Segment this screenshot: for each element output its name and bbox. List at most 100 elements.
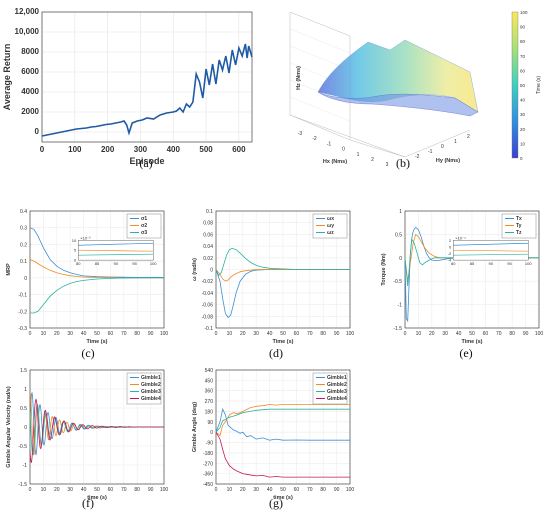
- xtick-e-4: 40: [456, 331, 462, 337]
- xtick-f-2: 20: [54, 487, 60, 493]
- ytick-g-7: 180: [205, 409, 214, 415]
- colorbar-tick-5: 50: [520, 83, 526, 88]
- ytick-a-3: 6000: [21, 67, 39, 76]
- ytick-g-2: -270: [203, 461, 213, 467]
- ytick-b-4: 2: [467, 134, 470, 140]
- xlabel-d: Time (s): [273, 339, 294, 345]
- inset-xtick-e-0: 80: [451, 261, 456, 266]
- ytick-e-2: -0.5: [393, 279, 402, 285]
- xtick-d-5: 50: [280, 331, 286, 337]
- ytick-a-2: 4000: [21, 87, 39, 96]
- inset-xtick-e-4: 100: [525, 261, 532, 266]
- xtick-b-6: 3: [386, 162, 389, 168]
- ylabel-c: MRP: [6, 263, 12, 276]
- ytick-a-0: 0: [35, 127, 40, 136]
- ytick-g-11: 540: [205, 368, 214, 374]
- series-line-g-3: [215, 431, 350, 478]
- xtick-g-4: 40: [267, 487, 273, 493]
- xtick-c-6: 60: [108, 331, 114, 337]
- xtick-d-3: 30: [253, 331, 259, 337]
- ytick-d-3: -0.04: [202, 291, 214, 297]
- ylabel-d: ω (rad/s): [192, 258, 198, 281]
- legend-label-f-1: Gimble2: [141, 382, 161, 388]
- ytick-d-9: 0.08: [203, 221, 213, 227]
- xtick-c-2: 20: [54, 331, 60, 337]
- xtick-e-8: 80: [509, 331, 515, 337]
- colorbar-tick-4: 40: [520, 98, 526, 103]
- ytick-a-5: 10,000: [15, 27, 40, 36]
- chart-a: 0 100 200 300 400 500 6000200040006000800010,0…: [2, 7, 253, 166]
- xtick-a-4: 400: [167, 145, 181, 154]
- inset-xtick-c-0: 80: [76, 261, 81, 266]
- wire-b-3: [289, 114, 406, 158]
- xtick-g-5: 50: [280, 487, 286, 493]
- colorbar-tick-6: 60: [520, 68, 526, 73]
- ytick-c-5: 0.2: [20, 242, 27, 248]
- ytick-g-1: -360: [203, 472, 213, 478]
- xtick-c-9: 90: [148, 331, 154, 337]
- xtick-g-0: 0: [215, 487, 218, 493]
- ytick-c-3: 0: [24, 276, 27, 282]
- ytick-d-1: -0.08: [202, 314, 214, 320]
- xtick-a-2: 200: [101, 145, 115, 154]
- legend-label-f-0: Gimble1: [141, 375, 161, 381]
- xtick-d-1: 10: [227, 331, 233, 337]
- legend-label-e-1: Ty: [516, 223, 522, 229]
- series-line-g-1: [215, 404, 350, 437]
- ylabel-a: Average Return: [2, 44, 12, 111]
- ytick-e-5: 1: [399, 209, 402, 215]
- inset-exponent-e: ×10⁻⁴: [455, 235, 466, 240]
- legend-label-d-1: ωy: [327, 223, 334, 229]
- caption-a: (a): [139, 156, 152, 170]
- xtick-e-9: 90: [523, 331, 529, 337]
- inset-xtick-c-2: 90: [114, 261, 119, 266]
- ylabel-g: Gimble Angle (deg): [192, 402, 198, 452]
- ylabel-f: Gimble Angular Velocity (rad/s): [6, 386, 12, 468]
- ytick-a-1: 2000: [21, 107, 39, 116]
- ytick-a-4: 8000: [21, 47, 39, 56]
- ytick-d-0: -0.1: [204, 326, 213, 332]
- inset-series-c-1: [78, 249, 154, 252]
- ytick-g-8: 270: [205, 399, 214, 405]
- series-line-c-0: [29, 227, 164, 278]
- ytick-g-5: 0: [210, 430, 213, 436]
- xtick-b-2: -1: [327, 141, 332, 147]
- xtick-a-6: 600: [232, 145, 246, 154]
- xtick-e-5: 50: [469, 331, 475, 337]
- xtick-d-2: 20: [240, 331, 246, 337]
- legend-label-f-2: Gimble3: [141, 389, 161, 395]
- inset-ytick-c-0: 0: [74, 258, 77, 263]
- xtick-d-10: 100: [346, 331, 355, 337]
- xtick-f-0: 0: [29, 487, 32, 493]
- series-line-c-2: [30, 277, 164, 314]
- wire-b-6: [349, 139, 406, 158]
- xtick-g-9: 90: [334, 487, 340, 493]
- ytick-c-1: -0.2: [18, 309, 27, 315]
- series-line-g-2: [215, 408, 350, 433]
- axes-frame-g: [215, 369, 351, 485]
- xtick-a-5: 500: [199, 145, 213, 154]
- ytick-d-10: 0.1: [206, 209, 213, 215]
- ytick-b-3: 1: [454, 139, 457, 145]
- xtick-b-1: -2: [312, 136, 317, 142]
- xlabel-c: Time (s): [87, 339, 108, 345]
- ytick-b-1: -1: [428, 149, 433, 155]
- inset-xtick-e-2: 90: [489, 261, 494, 266]
- legend-label-c-2: σ3: [141, 230, 147, 236]
- colorbar-tick-2: 20: [520, 127, 526, 132]
- xtick-e-3: 30: [442, 331, 448, 337]
- ytick-d-8: 0.06: [203, 232, 213, 238]
- inset-ytick-e-2: 0: [449, 244, 452, 249]
- chart-b: -3 -2 -1 0 1 2 3 -2 -1 0 1 2 Hx (Nms) Hy (Nms) Hz (Nms…: [289, 10, 542, 168]
- caption-g: (g): [269, 496, 283, 510]
- xtick-d-9: 90: [334, 331, 340, 337]
- xtick-g-1: 10: [227, 487, 233, 493]
- xtick-c-0: 0: [29, 331, 32, 337]
- wire-b-1: [289, 11, 351, 37]
- ytick-f-0: -1.5: [18, 482, 27, 488]
- xtick-g-2: 20: [240, 487, 246, 493]
- ytick-f-3: 0: [24, 425, 27, 431]
- xtick-g-7: 70: [307, 487, 313, 493]
- inset-series-e-0: [453, 242, 529, 246]
- xtick-f-7: 70: [121, 487, 127, 493]
